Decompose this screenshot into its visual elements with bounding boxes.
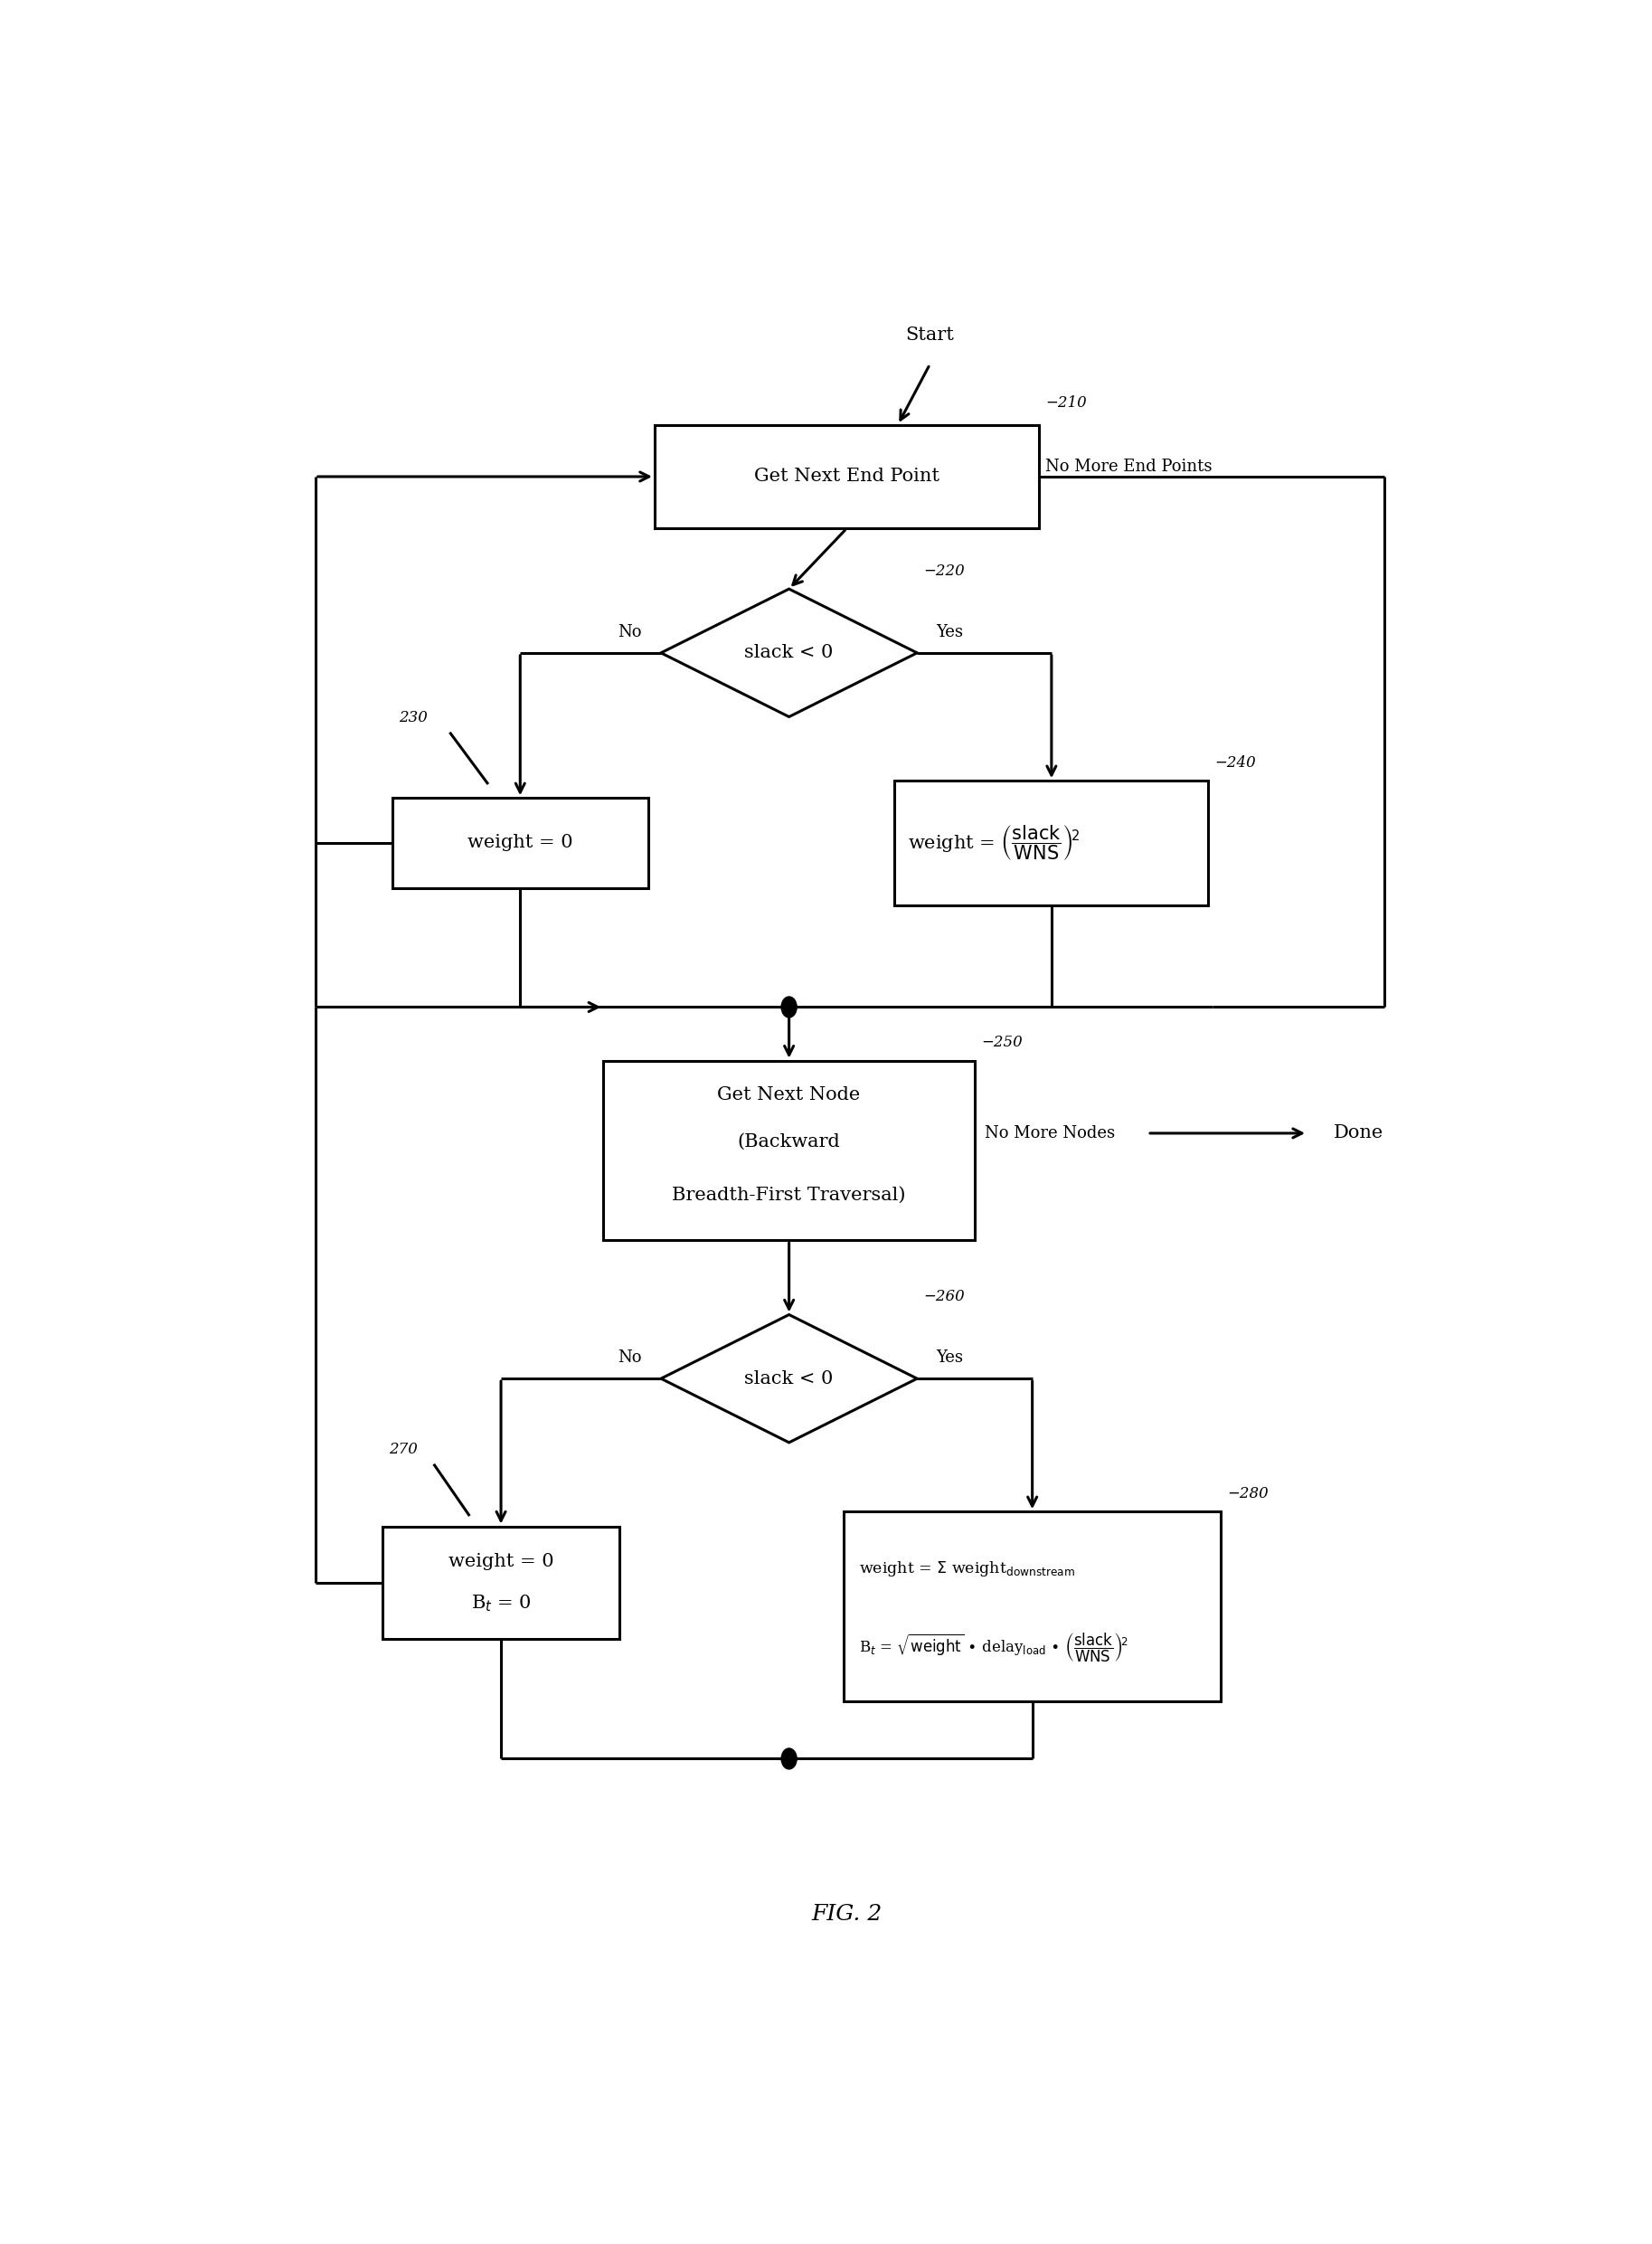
Text: 230: 230 <box>398 709 428 725</box>
Text: (Backward: (Backward <box>737 1133 841 1151</box>
Text: FIG. 2: FIG. 2 <box>811 1903 882 1925</box>
Text: −250: −250 <box>981 1034 1023 1050</box>
Text: Done: Done <box>1333 1124 1383 1142</box>
Text: weight = $\left(\dfrac{\mathrm{slack}}{\mathrm{WNS}}\right)^{\!2}$: weight = $\left(\dfrac{\mathrm{slack}}{\… <box>907 824 1080 862</box>
Text: −210: −210 <box>1046 395 1087 411</box>
Text: weight = 0: weight = 0 <box>448 1553 553 1571</box>
Text: No: No <box>618 624 641 640</box>
Text: Get Next Node: Get Next Node <box>717 1086 861 1104</box>
Text: Yes: Yes <box>937 1349 963 1367</box>
Text: Get Next End Point: Get Next End Point <box>753 469 940 485</box>
Text: slack < 0: slack < 0 <box>745 1371 834 1387</box>
Circle shape <box>781 996 796 1017</box>
Bar <box>392 799 648 889</box>
Text: Yes: Yes <box>937 624 963 640</box>
Text: slack < 0: slack < 0 <box>745 644 834 662</box>
Text: B$_t$ = $\sqrt{\mathrm{weight}}$ $\bullet$ delay$_\mathrm{load}$ $\bullet$ $\lef: B$_t$ = $\sqrt{\mathrm{weight}}$ $\bulle… <box>859 1631 1128 1665</box>
Bar <box>895 781 1208 904</box>
Text: weight = $\Sigma$ weight$_\mathrm{downstream}$: weight = $\Sigma$ weight$_\mathrm{downst… <box>859 1560 1075 1578</box>
Circle shape <box>781 1748 796 1768</box>
Bar <box>383 1526 620 1638</box>
Text: No More Nodes: No More Nodes <box>985 1124 1115 1142</box>
Text: weight = 0: weight = 0 <box>468 835 573 850</box>
Bar <box>844 1512 1221 1701</box>
Polygon shape <box>661 1315 917 1443</box>
Text: B$_t$ = 0: B$_t$ = 0 <box>471 1593 530 1613</box>
Text: No: No <box>618 1349 641 1367</box>
Text: No More End Points: No More End Points <box>1046 458 1213 473</box>
Polygon shape <box>661 588 917 716</box>
Text: 270: 270 <box>388 1443 418 1456</box>
Text: Breadth-First Traversal): Breadth-First Traversal) <box>672 1187 905 1205</box>
Text: −220: −220 <box>923 563 965 579</box>
Text: −280: −280 <box>1227 1486 1269 1501</box>
Bar <box>603 1061 975 1241</box>
Text: Start: Start <box>905 325 955 343</box>
Text: −240: −240 <box>1214 754 1256 770</box>
Bar <box>654 424 1039 527</box>
Text: −260: −260 <box>923 1288 965 1304</box>
